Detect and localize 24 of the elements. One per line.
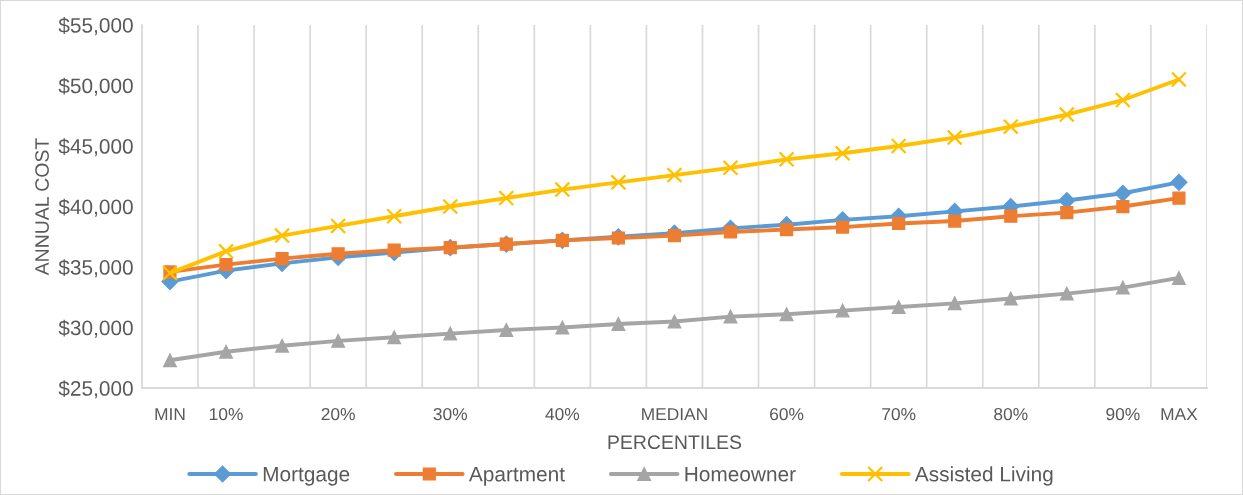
legend-label: Homeowner <box>685 466 796 482</box>
y-tick-label: $45,000 <box>58 138 133 157</box>
x-tick-label: 20% <box>321 407 355 421</box>
x-tick-label: 80% <box>994 407 1028 421</box>
y-tick-label: $40,000 <box>58 198 133 217</box>
y-tick-label: $25,000 <box>58 380 133 399</box>
x-tick-label: MEDIAN <box>642 408 707 421</box>
x-tick-label: 40% <box>545 407 580 421</box>
y-axis-title: ANNUAL COST <box>35 138 49 276</box>
x-axis-title: PERCENTILES <box>608 435 742 450</box>
x-tick-label: 10% <box>209 407 243 421</box>
legend-label: Assisted Living <box>914 466 1053 486</box>
x-tick-label: 90% <box>1106 407 1140 421</box>
y-tick-label: $55,000 <box>58 17 133 36</box>
y-tick-label: $50,000 <box>58 77 133 96</box>
legend-label: Mortgage <box>263 466 350 486</box>
y-tick-label: $35,000 <box>58 259 133 278</box>
x-tick-label: MIN <box>155 408 185 421</box>
legend-label: Apartment <box>468 466 565 486</box>
x-tick-label: MAX <box>1161 408 1198 421</box>
x-tick-label: 30% <box>433 407 467 421</box>
y-tick-label: $30,000 <box>58 319 133 338</box>
x-tick-label: 60% <box>770 407 804 421</box>
x-tick-label: 70% <box>882 407 916 421</box>
